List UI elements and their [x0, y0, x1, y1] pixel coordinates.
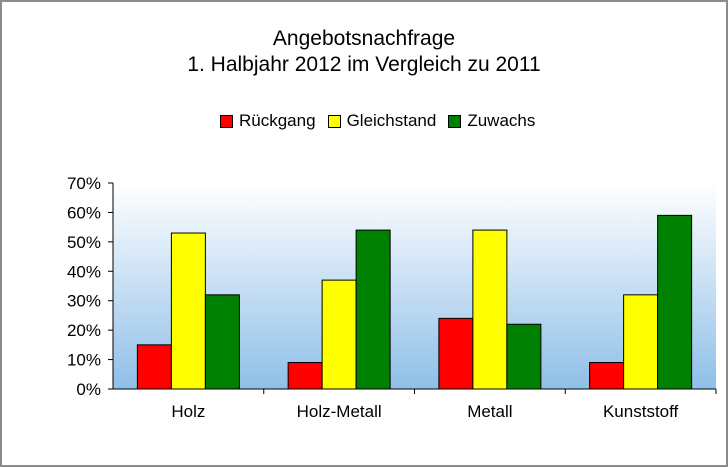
bar-zuwachs-metall: [506, 323, 542, 390]
legend-swatch-rueckgang: [220, 114, 233, 128]
bar-gleichstand-holz: [170, 232, 206, 390]
x-tick-label: Holz: [171, 402, 205, 421]
chart-title-line1: Angebotsnachfrage: [272, 27, 456, 50]
y-tick-label: 0%: [76, 380, 101, 399]
bar-gleichstand-holzmetall: [321, 279, 357, 390]
y-tick-label: 70%: [67, 174, 101, 193]
y-tick-label: 50%: [67, 233, 101, 252]
y-tick-label: 60%: [67, 203, 101, 222]
bar-rckgang-holz: [136, 344, 172, 390]
y-tick-label: 40%: [67, 262, 101, 281]
legend-label-gleichstand: Gleichstand: [346, 111, 437, 130]
x-tick-label: Kunststoff: [603, 402, 679, 421]
bar-zuwachs-holz: [204, 294, 240, 390]
legend-item-rueckgang: Rückgang: [220, 111, 316, 131]
legend-item-zuwachs: Zuwachs: [448, 111, 535, 131]
y-tick-label: 30%: [67, 292, 101, 311]
legend-item-gleichstand: Gleichstand: [327, 111, 437, 131]
y-tick-label: 20%: [67, 321, 101, 340]
legend-label-rueckgang: Rückgang: [239, 111, 316, 130]
bar-rckgang-metall: [438, 317, 474, 390]
bar-zuwachs-kunststoff: [657, 214, 693, 390]
chart-legend: Rückgang Gleichstand Zuwachs: [220, 111, 547, 131]
legend-swatch-zuwachs: [448, 114, 462, 128]
bar-rckgang-kunststoff: [589, 362, 625, 390]
x-tick-label: Holz-Metall: [297, 402, 382, 421]
bar-gleichstand-metall: [472, 229, 508, 390]
bar-rckgang-holzmetall: [287, 362, 323, 390]
bar-zuwachs-holzmetall: [355, 229, 391, 390]
legend-label-zuwachs: Zuwachs: [467, 111, 536, 130]
x-tick-label: Metall: [467, 402, 512, 421]
y-tick-label: 10%: [67, 351, 101, 370]
chart-title-line2: 1. Halbjahr 2012 im Vergleich zu 2011: [187, 53, 541, 76]
legend-swatch-gleichstand: [327, 114, 341, 128]
bar-gleichstand-kunststoff: [623, 294, 659, 390]
